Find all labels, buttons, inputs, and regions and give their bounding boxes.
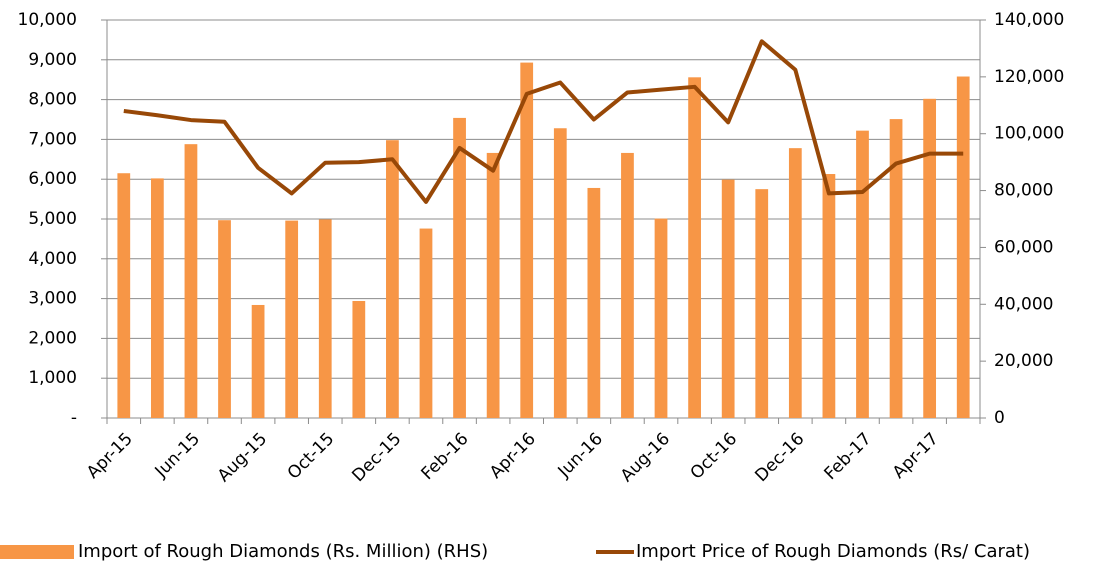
bar	[721, 179, 735, 418]
bar	[553, 128, 567, 419]
bar	[788, 148, 802, 418]
x-tick-label: Jun-16	[554, 429, 607, 482]
bar	[654, 218, 668, 418]
line	[123, 39, 964, 204]
y2-tick-label: 40,000	[994, 294, 1053, 314]
bar	[856, 130, 869, 419]
y-tick-label: 1,000	[28, 368, 77, 388]
bar	[755, 189, 769, 418]
bar	[419, 228, 433, 418]
bar	[923, 98, 937, 418]
bar	[352, 300, 366, 418]
x-tick-label: Aug-16	[617, 429, 674, 486]
y2-tick-label: 60,000	[994, 237, 1053, 257]
y-tick-label: 8,000	[28, 90, 77, 110]
x-tick-label: Apr-16	[486, 429, 540, 483]
bar	[486, 152, 500, 418]
y-tick-label: 5,000	[28, 209, 77, 229]
y-tick-label: 6,000	[28, 169, 77, 189]
x-tick-label: Apr-17	[889, 429, 943, 483]
y2-tick-label: 140,000	[994, 10, 1064, 30]
bar	[318, 219, 332, 418]
x-tick-label: Oct-16	[687, 429, 742, 484]
bar	[386, 140, 399, 419]
bar	[520, 62, 534, 418]
bar	[956, 76, 970, 419]
x-tick-label: Oct-15	[284, 429, 339, 484]
y-tick-label: 3,000	[28, 289, 77, 309]
bar	[150, 178, 164, 418]
bar	[688, 77, 701, 418]
y-tick-label: 4,000	[28, 249, 77, 269]
bar	[117, 173, 131, 418]
legend-swatch	[0, 545, 74, 559]
y2-tick-label: 120,000	[994, 67, 1064, 87]
y2-tick-label: 20,000	[994, 351, 1053, 371]
y-tick-label: 10,000	[18, 10, 77, 30]
legend-label: Import of Rough Diamonds (Rs. Million) (…	[78, 541, 488, 562]
y2-tick-label: 100,000	[994, 124, 1064, 144]
bar	[822, 174, 836, 418]
bar	[184, 144, 198, 418]
bar	[251, 304, 265, 418]
y-tick-label: -	[71, 408, 77, 428]
bar	[285, 220, 299, 418]
y-tick-label: 2,000	[28, 328, 77, 348]
y-tick-label: 9,000	[28, 50, 77, 70]
x-tick-label: Feb-16	[418, 429, 473, 484]
bar	[587, 187, 601, 418]
y2-tick-label: 80,000	[994, 181, 1053, 201]
x-tick-label: Apr-15	[83, 429, 137, 483]
bar	[218, 220, 231, 418]
y-tick-label: 7,000	[28, 129, 77, 149]
x-tick-label: Dec-16	[751, 429, 808, 486]
y2-tick-label: 0	[994, 408, 1005, 428]
legend-label: Import Price of Rough Diamonds (Rs/ Cara…	[636, 541, 1030, 562]
x-tick-label: Aug-15	[214, 429, 271, 486]
bar	[889, 119, 903, 419]
x-tick-label: Dec-15	[348, 429, 405, 486]
bar	[453, 117, 466, 419]
bar	[621, 152, 634, 418]
x-tick-label: Jun-15	[151, 429, 204, 482]
x-tick-label: Feb-17	[820, 429, 875, 484]
